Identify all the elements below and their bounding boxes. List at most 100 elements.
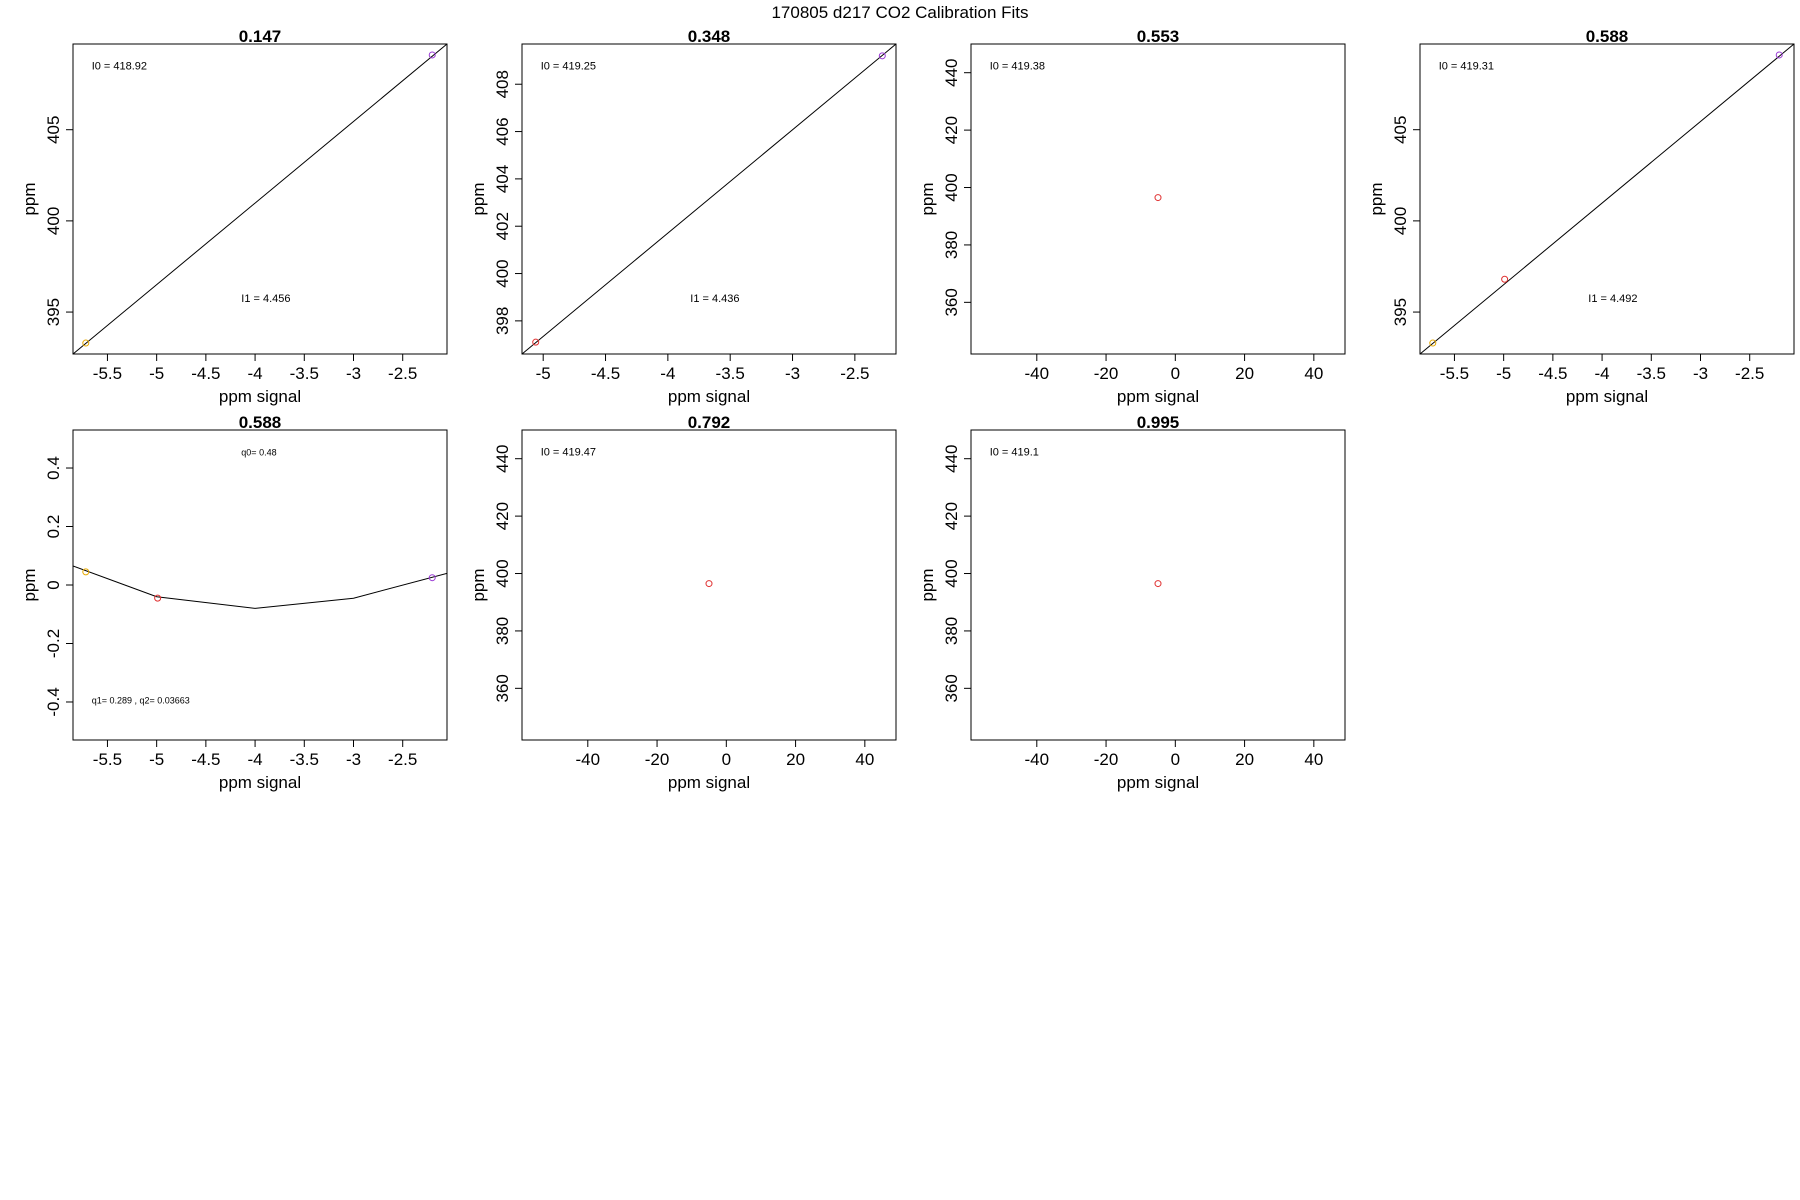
x-tick-label: -4 xyxy=(248,364,263,383)
x-tick-label: -5.5 xyxy=(93,750,122,769)
data-point xyxy=(82,339,90,347)
panel-title: 0.348 xyxy=(688,27,731,46)
y-tick-label: 0.2 xyxy=(44,515,63,539)
y-axis-label: ppm xyxy=(1367,182,1386,215)
y-axis: 360 380 400 420 440 xyxy=(942,59,972,317)
x-tick-label: -2.5 xyxy=(388,364,417,383)
data-point xyxy=(1429,339,1437,347)
fit-coefficient-label: I0 = 419.38 xyxy=(990,61,1045,73)
data-point xyxy=(428,574,436,582)
y-tick-label: 405 xyxy=(1391,116,1410,144)
fit-coefficient-label: I0 = 419.1 xyxy=(990,447,1039,459)
panel-title: 0.588 xyxy=(239,413,282,432)
x-axis: -5 -4.5 -4 -3.5 -3 -2.5 xyxy=(536,353,870,383)
plot-panel: 0.147 -5.5 -5 -4.5 -4 -3.5 -3 -2.5 ppm signal 395… xyxy=(20,27,448,406)
y-tick-label: 360 xyxy=(942,674,961,702)
fit-coefficient-label: I1 = 4.456 xyxy=(241,293,290,305)
x-tick-label: -4.5 xyxy=(191,750,220,769)
plot-frame xyxy=(970,429,1346,741)
plot-panel: 0.553 -40 -20 0 20 40 ppm signal 360 380 400 420 44… xyxy=(918,27,1346,406)
y-tick-label: 400 xyxy=(493,259,512,287)
y-axis: 398 400 402 404 406 408 xyxy=(493,70,523,335)
y-axis: 395 400 405 xyxy=(1391,116,1421,326)
x-tick-label: 40 xyxy=(1304,750,1323,769)
x-tick-label: -3.5 xyxy=(1637,364,1666,383)
y-axis-label: ppm xyxy=(918,182,937,215)
x-axis: -40 -20 0 20 40 xyxy=(576,739,874,769)
y-axis: -0.4 -0.2 0 0.2 0.4 xyxy=(44,456,74,717)
figure-title: 170805 d217 CO2 Calibration Fits xyxy=(771,3,1028,22)
x-tick-label: 20 xyxy=(1235,750,1254,769)
x-tick-label: -4.5 xyxy=(591,364,620,383)
y-tick-label: 440 xyxy=(493,445,512,473)
x-tick-label: 0 xyxy=(1171,750,1180,769)
data-point xyxy=(1775,51,1783,59)
y-axis-label: ppm xyxy=(469,182,488,215)
x-axis-label: ppm signal xyxy=(219,773,301,792)
x-tick-label: -40 xyxy=(1025,750,1050,769)
x-tick-label: -5 xyxy=(149,364,164,383)
x-tick-label: -20 xyxy=(1094,750,1119,769)
plot-frame xyxy=(970,43,1346,355)
x-axis: -40 -20 0 20 40 xyxy=(1025,353,1323,383)
data-point xyxy=(154,594,162,602)
fit-line xyxy=(73,44,447,354)
x-tick-label: 0 xyxy=(1171,364,1180,383)
y-tick-label: 406 xyxy=(493,117,512,145)
x-tick-label: 0 xyxy=(722,750,731,769)
data-point xyxy=(428,51,436,59)
y-tick-label: 395 xyxy=(1391,298,1410,326)
panel-title: 0.792 xyxy=(688,413,731,432)
data-point xyxy=(82,568,90,576)
x-tick-label: -3 xyxy=(1693,364,1708,383)
fit-coefficient-label: I1 = 4.492 xyxy=(1588,293,1637,305)
x-axis-label: ppm signal xyxy=(219,387,301,406)
data-point xyxy=(705,580,713,588)
x-axis-label: ppm signal xyxy=(1117,387,1199,406)
x-axis-label: ppm signal xyxy=(1117,773,1199,792)
y-tick-label: -0.4 xyxy=(44,687,63,716)
y-tick-label: 420 xyxy=(942,116,961,144)
x-tick-label: 20 xyxy=(786,750,805,769)
y-axis: 360 380 400 420 440 xyxy=(942,445,972,703)
y-axis: 360 380 400 420 440 xyxy=(493,445,523,703)
y-tick-label: 400 xyxy=(493,559,512,587)
x-tick-label: -40 xyxy=(576,750,601,769)
y-tick-label: 405 xyxy=(44,116,63,144)
y-tick-label: 400 xyxy=(44,207,63,235)
panel-title: 0.588 xyxy=(1586,27,1629,46)
x-tick-label: 40 xyxy=(1304,364,1323,383)
data-point xyxy=(1154,580,1162,588)
x-tick-label: -3 xyxy=(346,364,361,383)
plot-frame xyxy=(521,429,897,741)
fit-coefficient-label: I1 = 4.436 xyxy=(690,293,739,305)
y-tick-label: 402 xyxy=(493,212,512,240)
x-tick-label: -20 xyxy=(1094,364,1119,383)
y-tick-label: 0.4 xyxy=(44,456,63,480)
x-tick-label: -5 xyxy=(536,364,551,383)
y-tick-label: 420 xyxy=(493,502,512,530)
y-axis-label: ppm xyxy=(918,568,937,601)
x-tick-label: -2.5 xyxy=(1735,364,1764,383)
fit-line xyxy=(522,44,896,354)
x-tick-label: 20 xyxy=(1235,364,1254,383)
y-tick-label: 398 xyxy=(493,307,512,335)
x-tick-label: -5.5 xyxy=(1440,364,1469,383)
y-tick-label: -0.2 xyxy=(44,629,63,658)
fit-line xyxy=(73,565,447,609)
x-tick-label: 40 xyxy=(855,750,874,769)
x-tick-label: -3.5 xyxy=(290,364,319,383)
x-tick-label: -2.5 xyxy=(388,750,417,769)
y-tick-label: 380 xyxy=(493,617,512,645)
y-tick-label: 0 xyxy=(44,580,63,589)
panel-title: 0.553 xyxy=(1137,27,1180,46)
x-axis: -40 -20 0 20 40 xyxy=(1025,739,1323,769)
plot-panel: 0.588 -5.5 -5 -4.5 -4 -3.5 -3 -2.5 ppm signal 395… xyxy=(1367,27,1795,406)
x-tick-label: -4.5 xyxy=(191,364,220,383)
fit-coefficient-label: I0 = 419.25 xyxy=(541,61,596,73)
plot-panel: 0.588 -5.5 -5 -4.5 -4 -3.5 -3 -2.5 ppm signal -0.… xyxy=(20,413,448,792)
y-axis-label: ppm xyxy=(469,568,488,601)
x-tick-label: -4 xyxy=(660,364,675,383)
y-tick-label: 360 xyxy=(942,288,961,316)
